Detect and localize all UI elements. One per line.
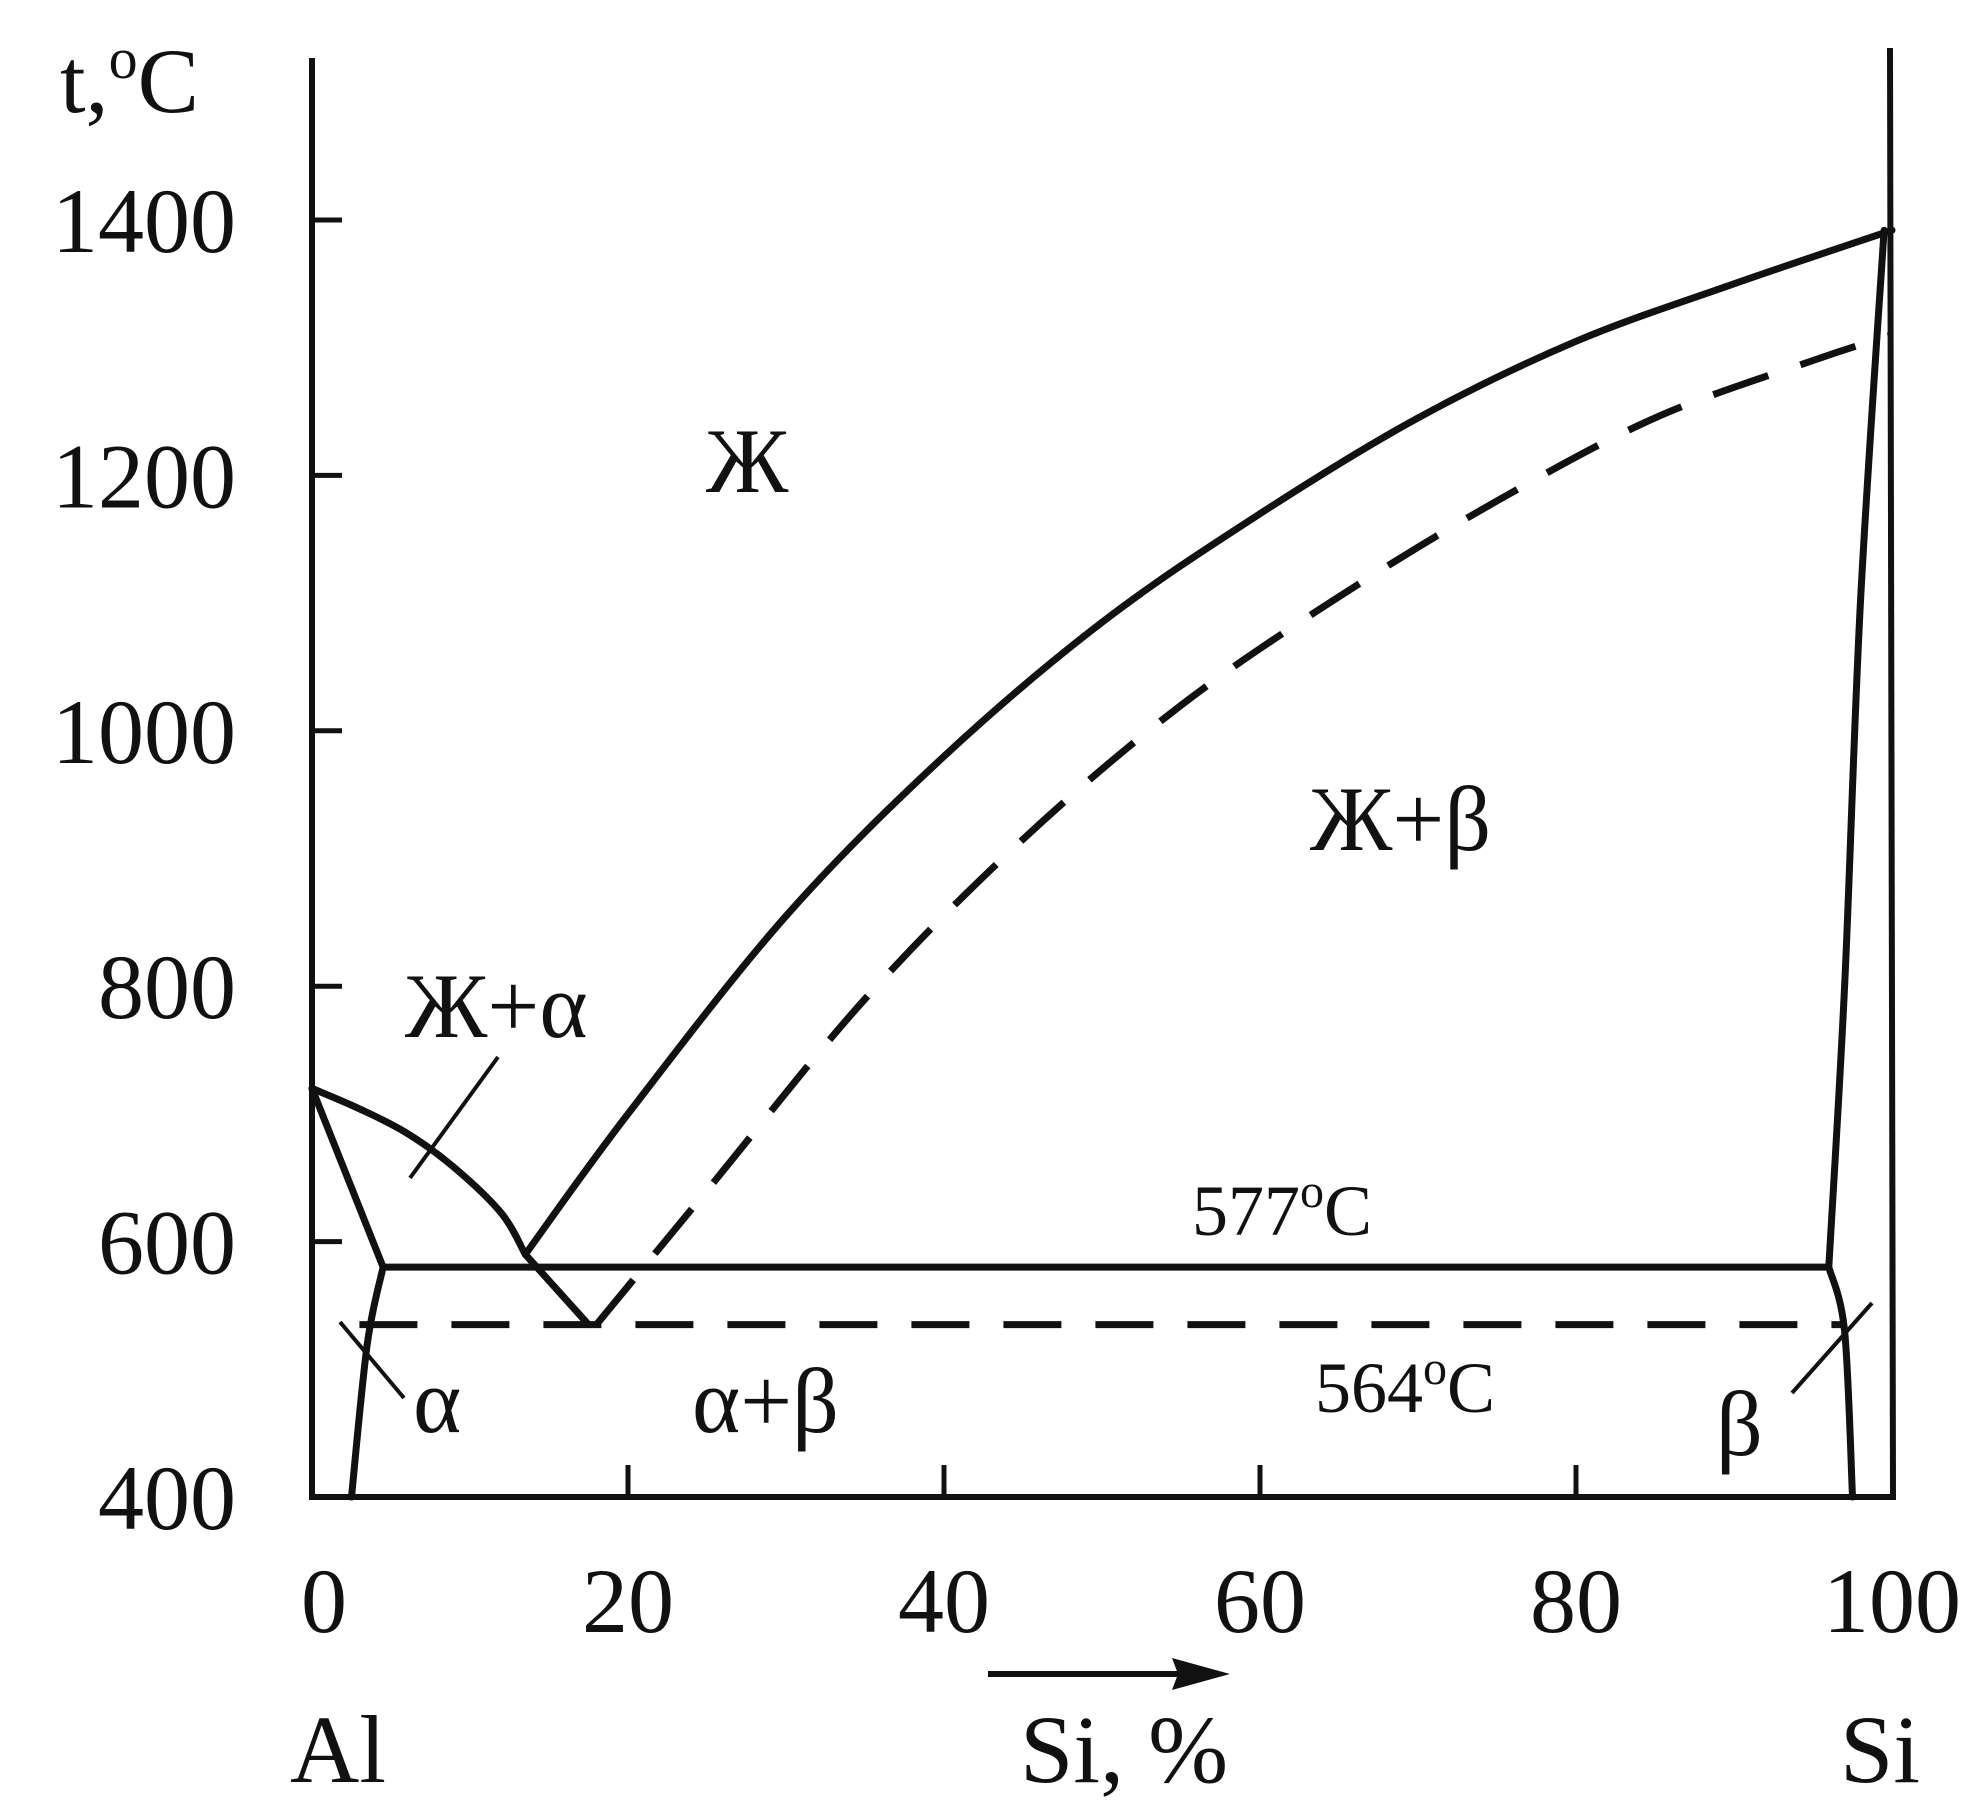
y-tick-label-400: 400 (98, 1447, 236, 1549)
region-label-liquid: Ж (706, 410, 789, 512)
curve-solidus-al (308, 1084, 387, 1271)
region-label-alpha-beta: α+β (692, 1350, 839, 1452)
x-axis-tick-labels: 0 20 40 60 80 100 (301, 1550, 1961, 1652)
x-tick-label-40: 40 (898, 1550, 990, 1652)
eutectic-temp-577-label: 577oC (1192, 1165, 1372, 1251)
element-label-al: Al (290, 1696, 386, 1803)
x-tick-label-0: 0 (301, 1550, 347, 1652)
y-axis-ticks (312, 217, 342, 1500)
curve-metastable-left (521, 1250, 592, 1329)
region-label-beta: β (1716, 1373, 1763, 1475)
y-tick-label-1400: 1400 (52, 170, 236, 272)
leader-line-liquid-alpha (408, 1055, 500, 1180)
curve-liquidus-si-metastable (593, 331, 1894, 1327)
leader-lines (338, 1055, 1874, 1400)
x-tick-label-80: 80 (1530, 1550, 1622, 1652)
x-tick-label-20: 20 (582, 1550, 674, 1652)
y-axis-tick-labels: 400 600 800 1000 1200 1400 (52, 170, 236, 1549)
phase-boundaries (308, 226, 1896, 1501)
plot-frame (309, 47, 1896, 1500)
curve-solvus-si (1825, 1263, 1856, 1501)
curve-liquidus-al (308, 1084, 529, 1258)
region-label-alpha: α (413, 1350, 461, 1452)
y-tick-label-800: 800 (98, 936, 236, 1038)
curve-solidus-si (1825, 226, 1888, 1271)
x-axis-ticks (625, 1465, 1579, 1497)
x-axis-label: Si, % (1020, 1696, 1228, 1803)
element-label-si: Si (1840, 1696, 1920, 1803)
leader-line-beta (1790, 1301, 1874, 1395)
y-tick-label-600: 600 (98, 1192, 236, 1294)
curve-liquidus-si (521, 226, 1896, 1258)
region-label-liquid-alpha: Ж+α (405, 955, 588, 1057)
y-tick-label-1200: 1200 (52, 425, 236, 527)
y-axis-label: t,oC (60, 26, 199, 132)
eutectic-temp-564-label: 564oC (1315, 1342, 1495, 1428)
region-label-liquid-beta: Ж+β (1310, 768, 1491, 870)
x-tick-label-60: 60 (1214, 1550, 1306, 1652)
x-axis-arrow (988, 1658, 1230, 1690)
y-tick-label-1000: 1000 (52, 681, 236, 783)
curve-solvus-al (348, 1263, 387, 1501)
leader-line-alpha (338, 1320, 406, 1400)
right-axis-line (1887, 47, 1896, 1498)
x-tick-label-100: 100 (1823, 1550, 1961, 1652)
